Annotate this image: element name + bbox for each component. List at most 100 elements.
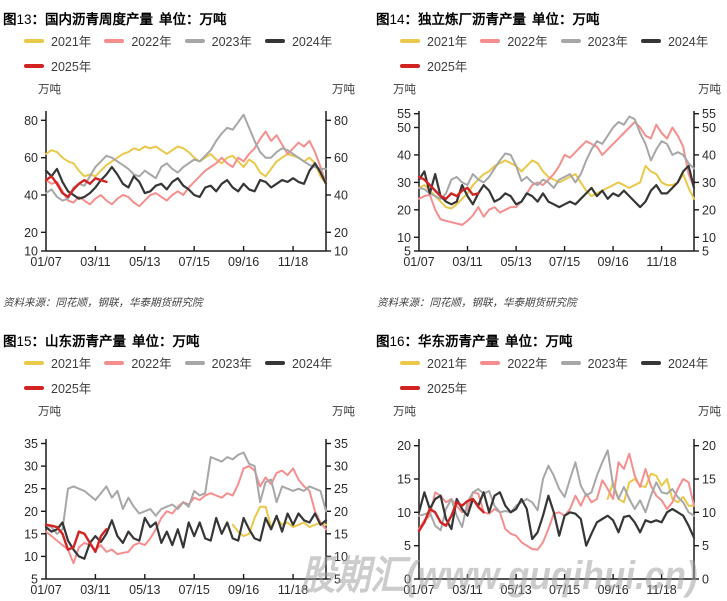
svg-text:20: 20 <box>397 203 411 217</box>
legend: 2021年 2022年 2023年 2024年 2025年 <box>24 31 363 74</box>
svg-text:80: 80 <box>334 114 348 128</box>
svg-text:07/15: 07/15 <box>179 583 210 597</box>
legend-item-2022年: 2022年 <box>480 31 548 50</box>
legend-label: 2024年 <box>667 357 709 371</box>
axes <box>418 111 695 252</box>
chart-title-14: 图14：独立炼厂沥青产量 单位：万吨 <box>376 8 726 28</box>
legend-swatch-icon <box>184 360 205 365</box>
axis-ticks <box>41 119 331 252</box>
legend-swatch-icon <box>24 360 44 365</box>
svg-text:30: 30 <box>334 460 348 474</box>
legend-label: 2025年 <box>51 60 92 74</box>
legend-item-2022年: 2022年 <box>480 353 548 372</box>
chart-title-15: 图15：山东沥青产量 单位：万吨 <box>3 330 363 350</box>
svg-text:50: 50 <box>702 121 716 135</box>
legend-swatch-icon <box>560 38 581 43</box>
series-line-2025年 <box>44 175 108 199</box>
series-line-2022年 <box>418 121 695 226</box>
svg-text:03/11: 03/11 <box>80 255 110 269</box>
legend-item-2023年: 2023年 <box>184 31 252 50</box>
svg-text:05/13: 05/13 <box>129 255 160 269</box>
legend-label: 2021年 <box>427 35 468 49</box>
svg-text:03/11: 03/11 <box>452 255 482 269</box>
svg-text:03/11: 03/11 <box>80 583 110 597</box>
legend-label: 2023年 <box>211 357 252 371</box>
chart-unit: 单位：万吨 <box>132 334 200 349</box>
legend-item-2022年: 2022年 <box>104 353 172 372</box>
legend-item-2024年: 2024年 <box>640 353 709 372</box>
legend-item-2023年: 2023年 <box>560 31 628 50</box>
legend-item-2025年: 2025年 <box>400 56 467 75</box>
svg-text:11/18: 11/18 <box>278 255 308 269</box>
figure-number: 16 <box>389 334 405 349</box>
figure-number: 13 <box>16 12 32 27</box>
svg-text:09/16: 09/16 <box>228 255 259 269</box>
axis-unit-row: 万吨 万吨 <box>363 81 726 97</box>
series-line-2025年 <box>44 523 108 554</box>
line-chart-13: 10 10 20 20 40 40 60 60 80 80 01/07 03/11 05/13 07/15… <box>24 111 348 269</box>
legend-swatch-icon <box>104 360 125 365</box>
svg-text:01/07: 01/07 <box>403 583 434 597</box>
svg-text:20: 20 <box>24 505 38 519</box>
series-line-2024年 <box>417 491 696 547</box>
svg-text:10: 10 <box>397 231 411 245</box>
figure-14-panel: 图14：独立炼厂沥青产量 单位：万吨 2021年 2022年 2023年 2024年 20… <box>363 4 726 310</box>
series-line-2025年 <box>417 175 480 200</box>
legend-label: 2022年 <box>507 357 548 371</box>
y-axis-unit-left: 万吨 <box>393 84 416 96</box>
legend-row: 2021年 2022年 2023年 2024年 <box>400 353 726 372</box>
axis-ticks <box>41 442 331 580</box>
legend-label: 2025年 <box>427 60 468 74</box>
svg-text:20: 20 <box>334 226 348 240</box>
legend-row: 2025年 <box>24 380 363 396</box>
svg-text:10: 10 <box>397 506 411 520</box>
line-chart-15: 5 5 10 10 15 15 20 20 25 25 30 30 35 35 01/07 03/11 05/1… <box>24 437 348 597</box>
legend-swatch-icon <box>640 38 661 43</box>
svg-text:60: 60 <box>334 151 348 165</box>
y-axis-unit-right: 万吨 <box>332 84 355 96</box>
legend-swatch-icon <box>24 385 44 390</box>
source-note: 资料来源：同花顺，钢联，华泰期货研究院 <box>3 297 203 309</box>
legend-swatch-icon <box>264 360 285 365</box>
svg-text:25: 25 <box>334 482 348 496</box>
svg-text:0: 0 <box>404 573 411 587</box>
series-line-2024年 <box>44 512 328 560</box>
line-chart-16: 0 0 5 5 10 10 15 15 20 20 01/07 03/11 05/13 07/15 09/1… <box>397 439 716 597</box>
series-line-2023年 <box>418 115 695 200</box>
chart-unit: 单位：万吨 <box>532 12 600 27</box>
legend-label: 2025年 <box>427 382 468 396</box>
figure-label: 图 <box>376 334 390 349</box>
title-separator: ： <box>404 12 419 27</box>
legend-swatch-icon <box>24 38 44 43</box>
legend-item-2023年: 2023年 <box>560 353 628 372</box>
chart-unit: 单位：万吨 <box>159 12 227 27</box>
y-axis-unit-left: 万吨 <box>38 84 61 96</box>
series-line-2022年 <box>418 452 695 551</box>
legend-swatch-icon <box>640 360 661 365</box>
axis-tick-labels: 5 5 10 10 15 15 20 20 25 25 30 30 35 35 01/07 03/11 05/1… <box>24 437 348 597</box>
series-line-2022年 <box>45 130 327 208</box>
y-axis-unit-left: 万吨 <box>38 406 61 418</box>
legend-row: 2025年 <box>24 58 363 74</box>
svg-text:35: 35 <box>334 437 348 451</box>
legend-label: 2024年 <box>667 35 709 49</box>
svg-text:0: 0 <box>702 573 709 587</box>
legend-item-2021年: 2021年 <box>24 353 91 372</box>
svg-text:15: 15 <box>24 527 38 541</box>
axis-tick-labels: 0 0 5 5 10 10 15 15 20 20 01/07 03/11 05/13 07/15 09/1… <box>397 439 716 597</box>
svg-text:55: 55 <box>397 107 411 121</box>
legend-item-2024年: 2024年 <box>640 31 709 50</box>
y-axis-unit-right: 万吨 <box>698 84 721 96</box>
svg-text:5: 5 <box>404 245 411 259</box>
svg-text:15: 15 <box>397 473 411 487</box>
series-line-2023年 <box>45 113 327 202</box>
svg-text:5: 5 <box>702 539 709 553</box>
svg-text:40: 40 <box>397 148 411 162</box>
svg-text:15: 15 <box>702 473 716 487</box>
figure-number: 14 <box>389 12 405 27</box>
svg-text:25: 25 <box>24 482 38 496</box>
svg-text:01/07: 01/07 <box>30 255 61 269</box>
axis-unit-row: 万吨 万吨 <box>0 81 363 97</box>
legend-label: 2024年 <box>291 357 333 371</box>
